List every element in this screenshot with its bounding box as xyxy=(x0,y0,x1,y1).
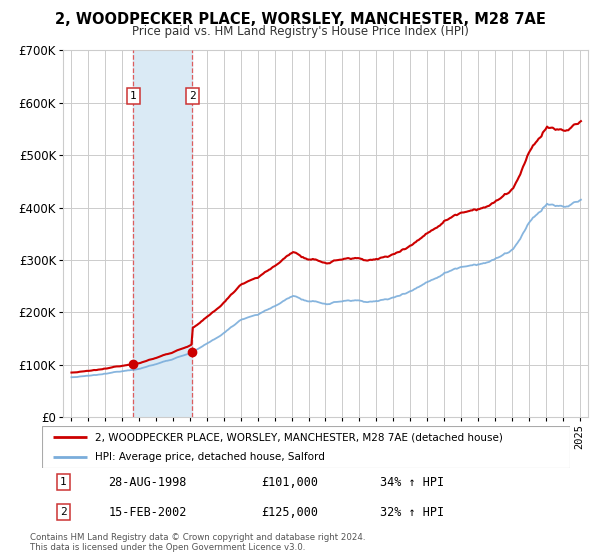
Text: 28-AUG-1998: 28-AUG-1998 xyxy=(109,475,187,488)
Text: Price paid vs. HM Land Registry's House Price Index (HPI): Price paid vs. HM Land Registry's House … xyxy=(131,25,469,38)
Text: £125,000: £125,000 xyxy=(262,506,319,519)
Text: £101,000: £101,000 xyxy=(262,475,319,488)
Text: 2, WOODPECKER PLACE, WORSLEY, MANCHESTER, M28 7AE (detached house): 2, WOODPECKER PLACE, WORSLEY, MANCHESTER… xyxy=(95,432,503,442)
Text: 15-FEB-2002: 15-FEB-2002 xyxy=(109,506,187,519)
Text: Contains HM Land Registry data © Crown copyright and database right 2024.: Contains HM Land Registry data © Crown c… xyxy=(30,533,365,542)
Text: 2: 2 xyxy=(188,91,196,101)
Text: HPI: Average price, detached house, Salford: HPI: Average price, detached house, Salf… xyxy=(95,452,325,462)
Text: 32% ↑ HPI: 32% ↑ HPI xyxy=(380,506,443,519)
Text: 2: 2 xyxy=(60,507,67,517)
Text: 34% ↑ HPI: 34% ↑ HPI xyxy=(380,475,443,488)
Text: 1: 1 xyxy=(130,91,137,101)
Bar xyxy=(133,50,192,417)
Text: This data is licensed under the Open Government Licence v3.0.: This data is licensed under the Open Gov… xyxy=(30,543,305,552)
Text: 1: 1 xyxy=(60,477,67,487)
Text: 2, WOODPECKER PLACE, WORSLEY, MANCHESTER, M28 7AE: 2, WOODPECKER PLACE, WORSLEY, MANCHESTER… xyxy=(55,12,545,27)
